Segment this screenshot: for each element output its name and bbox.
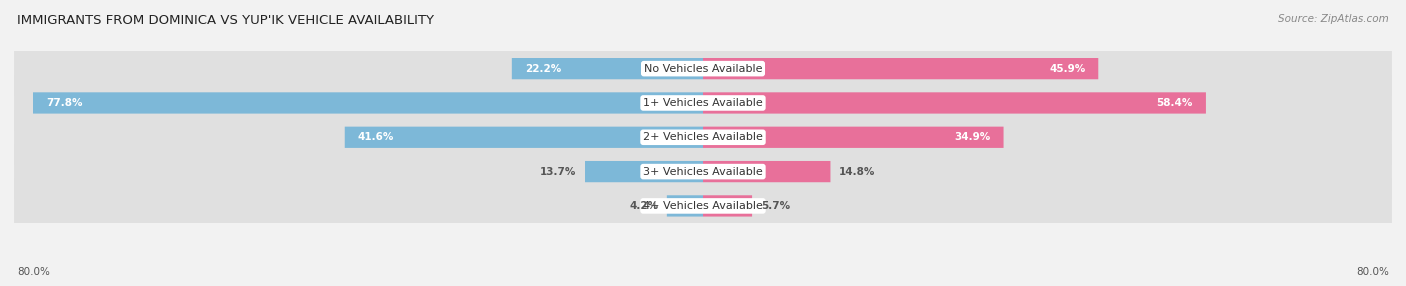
Text: Source: ZipAtlas.com: Source: ZipAtlas.com: [1278, 14, 1389, 24]
Text: 2+ Vehicles Available: 2+ Vehicles Available: [643, 132, 763, 142]
Text: 4+ Vehicles Available: 4+ Vehicles Available: [643, 201, 763, 211]
FancyBboxPatch shape: [344, 127, 703, 148]
FancyBboxPatch shape: [512, 58, 703, 79]
FancyBboxPatch shape: [703, 127, 1004, 148]
FancyBboxPatch shape: [703, 161, 831, 182]
FancyBboxPatch shape: [585, 161, 703, 182]
Text: 5.7%: 5.7%: [761, 201, 790, 211]
Text: 80.0%: 80.0%: [17, 267, 49, 277]
FancyBboxPatch shape: [32, 92, 703, 114]
FancyBboxPatch shape: [703, 195, 752, 217]
FancyBboxPatch shape: [666, 195, 703, 217]
Text: No Vehicles Available: No Vehicles Available: [644, 64, 762, 74]
Text: 3+ Vehicles Available: 3+ Vehicles Available: [643, 167, 763, 176]
Text: 14.8%: 14.8%: [839, 167, 876, 176]
FancyBboxPatch shape: [703, 58, 1098, 79]
FancyBboxPatch shape: [14, 36, 1392, 101]
Text: 1+ Vehicles Available: 1+ Vehicles Available: [643, 98, 763, 108]
FancyBboxPatch shape: [14, 139, 1392, 204]
Text: IMMIGRANTS FROM DOMINICA VS YUP'IK VEHICLE AVAILABILITY: IMMIGRANTS FROM DOMINICA VS YUP'IK VEHIC…: [17, 14, 434, 27]
FancyBboxPatch shape: [14, 105, 1392, 170]
Text: 80.0%: 80.0%: [1357, 267, 1389, 277]
Text: 45.9%: 45.9%: [1049, 64, 1085, 74]
Text: 77.8%: 77.8%: [46, 98, 83, 108]
Text: 13.7%: 13.7%: [540, 167, 576, 176]
Text: 22.2%: 22.2%: [524, 64, 561, 74]
FancyBboxPatch shape: [14, 70, 1392, 136]
Text: 58.4%: 58.4%: [1157, 98, 1194, 108]
Text: 4.2%: 4.2%: [628, 201, 658, 211]
FancyBboxPatch shape: [14, 173, 1392, 239]
Text: 34.9%: 34.9%: [955, 132, 991, 142]
Text: 41.6%: 41.6%: [357, 132, 394, 142]
FancyBboxPatch shape: [703, 92, 1206, 114]
